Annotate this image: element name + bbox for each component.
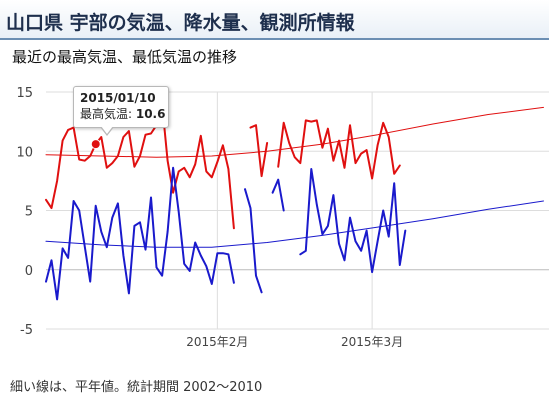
series-line-segment — [249, 124, 269, 178]
page-title: 山口県 宇部の気温、降水量、観測所情報 — [6, 12, 355, 34]
chart-tooltip: 2015/01/10 最高気温: 10.6 — [73, 86, 169, 136]
series-line-segment — [271, 178, 285, 212]
y-tick-label: 15 — [16, 86, 33, 101]
normal-line-segment — [45, 200, 544, 248]
chart-subtitle: 最近の最高気温、最低気温の推移 — [12, 48, 238, 66]
highlight-point — [90, 139, 101, 150]
series-line-segment — [45, 102, 235, 230]
y-tick-label: -5 — [20, 323, 33, 338]
series-line-segment — [45, 166, 235, 301]
temperature-chart[interactable]: 15 10 5 0 -5 2015年2月 2015年3月 — [0, 70, 549, 370]
tooltip-date: 2015/01/10 — [80, 91, 156, 105]
normal-line-segment — [45, 106, 544, 158]
tooltip-tail-inner — [101, 126, 113, 134]
chart-markers — [90, 139, 101, 150]
y-tick-label: 10 — [16, 145, 33, 160]
y-tick-label: 0 — [25, 264, 33, 279]
max-normal-series — [45, 106, 544, 158]
tooltip-label: 最高気温: — [80, 107, 136, 121]
x-tick-label: 2015年3月 — [341, 335, 403, 349]
max-temp-series — [45, 102, 401, 230]
series-line-segment — [277, 119, 401, 180]
series-line-segment — [244, 188, 263, 294]
chart-axes: 15 10 5 0 -5 2015年2月 2015年3月 — [16, 86, 403, 349]
chart-series — [45, 102, 544, 301]
x-tick-label: 2015年2月 — [186, 335, 248, 349]
min-normal-series — [45, 200, 544, 248]
series-line-segment — [299, 168, 407, 274]
tooltip-value: 10.6 — [135, 107, 166, 121]
y-tick-label: 5 — [25, 205, 33, 220]
tooltip-line: 最高気温: 10.6 — [80, 106, 165, 122]
page-header: 山口県 宇部の気温、降水量、観測所情報 — [0, 0, 549, 40]
footnote: 細い線は、平年値。統計期間 2002～2010 — [10, 380, 263, 395]
min-temp-series — [45, 166, 407, 301]
